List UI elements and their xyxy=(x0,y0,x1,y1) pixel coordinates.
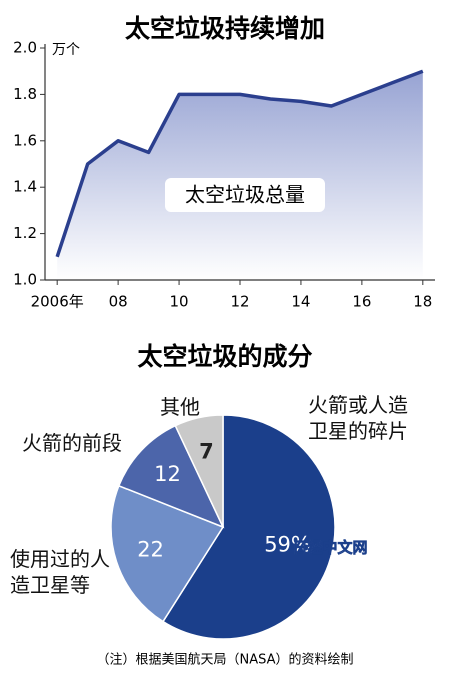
x-tick-label: 08 xyxy=(109,293,128,311)
annotation: 太空垃圾总量 xyxy=(185,183,305,207)
watermark: 日经中文网 xyxy=(292,539,367,557)
value-label: 12 xyxy=(154,462,181,486)
x-tick-label: 10 xyxy=(170,293,189,311)
x-tick-label: 14 xyxy=(291,293,310,311)
pie-slice xyxy=(110,484,225,623)
pie-slice xyxy=(117,424,225,529)
chart-title: 太空垃圾持续增加 xyxy=(125,14,325,43)
x-tick-label: 18 xyxy=(413,293,432,311)
annotation-box xyxy=(165,178,325,212)
category-label: 其他 xyxy=(160,395,200,419)
x-tick-label: 16 xyxy=(352,293,371,311)
value-label: 22 xyxy=(137,538,164,562)
pie-slice xyxy=(161,414,336,640)
pie-slice xyxy=(174,414,224,528)
value-label: 7 xyxy=(199,440,214,464)
area xyxy=(57,71,423,280)
y-tick-label: 1.2 xyxy=(13,224,37,242)
category-label: 火箭或人造卫星的碎片 xyxy=(308,393,408,443)
y-tick-label: 2.0 xyxy=(13,39,37,57)
chart-title: 太空垃圾的成分 xyxy=(137,342,312,371)
y-tick-label: 1.0 xyxy=(13,271,37,289)
value-label: 59% xyxy=(264,533,311,557)
footnote: （注）根据美国航天局（NASA）的资料绘制 xyxy=(96,652,353,668)
category-label: 火箭的前段 xyxy=(22,431,122,455)
x-tick-label: 2006年 xyxy=(31,293,84,311)
x-tick-label: 12 xyxy=(230,293,249,311)
y-tick-label: 1.8 xyxy=(13,85,37,103)
y-tick-label: 1.4 xyxy=(13,178,37,196)
y-unit: 万个 xyxy=(52,42,80,58)
category-label: 使用过的人造卫星等 xyxy=(10,547,110,597)
line xyxy=(55,69,424,258)
y-tick-label: 1.6 xyxy=(13,131,37,149)
